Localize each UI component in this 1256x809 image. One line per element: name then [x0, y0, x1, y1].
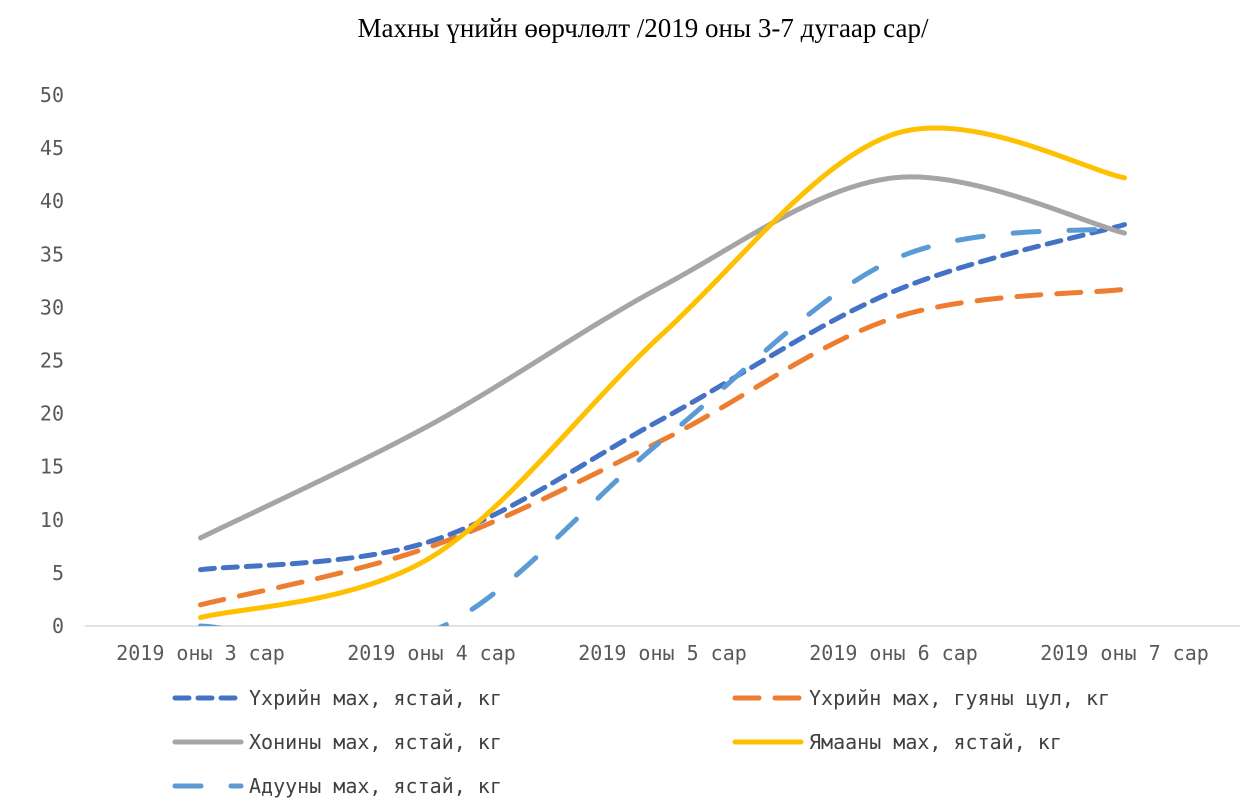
x-tick-label: 2019 оны 5 сар [578, 641, 747, 665]
legend-label-3: Хонины мах, ястай, кг [249, 730, 502, 754]
x-tick-label: 2019 оны 6 сар [809, 641, 978, 665]
y-tick-label: 50 [40, 83, 64, 107]
y-tick-label: 35 [40, 242, 64, 266]
y-tick-label: 10 [40, 508, 64, 532]
legend: Үхрийн мах, ястай, кг Үхрийн мах, гуяны ц… [172, 686, 1110, 798]
x-tick-label: 2019 оны 3 сар [116, 641, 285, 665]
y-tick-label: 20 [40, 402, 64, 426]
series-line-1 [198, 222, 1127, 573]
series-line-2 [198, 286, 1127, 608]
x-tick-label: 2019 оны 7 сар [1040, 641, 1209, 665]
series-line-4 [198, 125, 1127, 620]
legend-label-4: Ямааны мах, ястай, кг [809, 730, 1062, 754]
legend-label-5: Адууны мах, ястай, кг [249, 774, 502, 798]
y-axis-ticks: 0 5 10 15 20 25 30 35 40 45 50 [40, 83, 64, 638]
legend-label-2: Үхрийн мах, гуяны цул, кг [809, 686, 1110, 710]
series-lines [198, 125, 1127, 626]
x-axis-ticks: 2019 оны 3 сар 2019 оны 4 сар 2019 оны 5 с… [116, 641, 1209, 665]
y-tick-label: 45 [40, 136, 64, 160]
series-line-3 [198, 174, 1127, 541]
y-tick-label: 25 [40, 349, 64, 373]
x-tick-label: 2019 оны 4 сар [347, 641, 516, 665]
legend-label-1: Үхрийн мах, ястай, кг [249, 686, 502, 710]
y-tick-label: 30 [40, 295, 64, 319]
chart-title: Махны үнийн өөрчлөлт /2019 оны 3-7 дугаа… [358, 13, 929, 43]
y-tick-label: 0 [52, 614, 64, 638]
y-tick-label: 40 [40, 189, 64, 213]
y-tick-label: 15 [40, 455, 64, 479]
series-line-5 [198, 225, 1127, 626]
y-tick-label: 5 [52, 561, 64, 585]
